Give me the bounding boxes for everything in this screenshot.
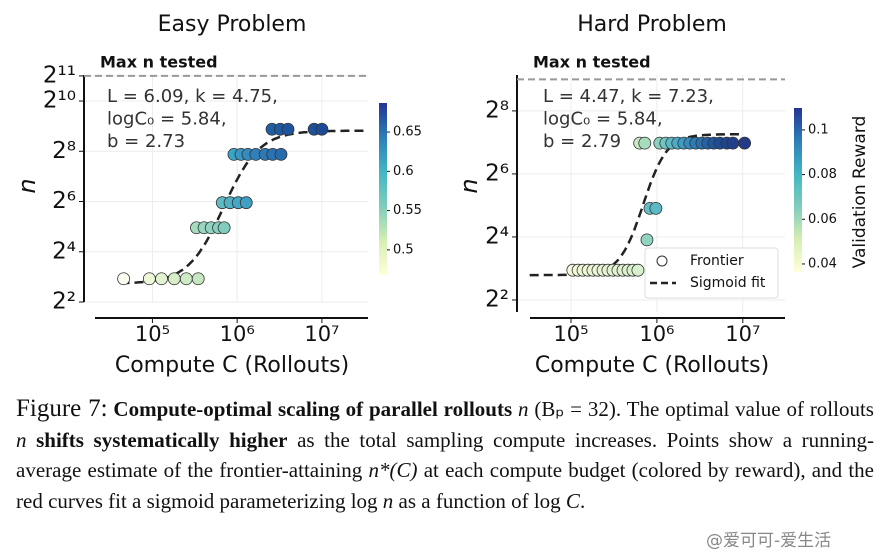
y-tick-label: 2² xyxy=(485,286,509,312)
colorbar-tick-label: 0.6 xyxy=(393,164,414,179)
caption-segment: n*(C) xyxy=(368,458,418,482)
legend-label: Frontier xyxy=(690,253,744,269)
x-axis-label: Compute C (Rollouts) xyxy=(115,353,349,378)
caption-segment: n xyxy=(517,397,529,421)
x-axis-label: Compute C (Rollouts) xyxy=(535,353,769,378)
point xyxy=(239,196,253,210)
point xyxy=(738,136,752,150)
caption-segment: . The optimal value of rollouts xyxy=(615,397,874,421)
watermark: @爱可可-爱生活 xyxy=(706,531,832,551)
legend-label: Sigmoid fit xyxy=(690,275,766,291)
point xyxy=(179,272,193,286)
caption-segment: shifts systematically higher xyxy=(26,427,288,452)
y-tick-label: 2¹⁰ xyxy=(43,88,76,114)
fit-annotation: L = 4.47, k = 7.23, xyxy=(543,86,714,107)
legend-marker xyxy=(656,255,668,267)
y-tick-label: 2⁸ xyxy=(52,138,76,164)
colorbar-tick-label: 0.04 xyxy=(808,256,837,271)
x-tick-label: 10⁶ xyxy=(220,322,255,346)
caption-segment: (Bₚ = 32) xyxy=(528,397,616,421)
fit-annotation: logC₀ = 5.84, xyxy=(543,109,663,130)
colorbar-tick-label: 0.55 xyxy=(393,203,422,218)
point xyxy=(315,122,329,136)
y-tick-label: 2⁴ xyxy=(52,238,76,264)
colorbar-tick-label: 0.5 xyxy=(393,242,414,257)
x-tick-label: 10⁷ xyxy=(304,322,339,346)
colorbar-tick-label: 0.06 xyxy=(808,212,837,227)
x-tick-label: 10⁶ xyxy=(639,322,674,346)
point xyxy=(191,272,205,286)
max-n-label: Max n tested xyxy=(533,53,651,72)
colorbar xyxy=(379,103,387,275)
colorbar-tick-label: 0.1 xyxy=(808,122,829,137)
x-tick-label: 10⁷ xyxy=(725,322,760,346)
chart-title: Easy Problem xyxy=(158,12,307,37)
max-n-label: Max n tested xyxy=(100,53,218,72)
caption-segment: at each compute budget (colored by rewar… xyxy=(16,458,874,513)
y-tick-label: 2⁴ xyxy=(485,223,509,249)
caption-segment: Compute-optimal scaling of parallel roll… xyxy=(107,397,518,421)
y-tick-label: 2⁶ xyxy=(485,160,509,186)
point xyxy=(142,272,156,286)
y-axis-label: n xyxy=(455,178,483,193)
point xyxy=(155,272,168,286)
y-axis-label: n xyxy=(13,178,41,193)
point xyxy=(281,122,295,136)
y-tick-label: 2⁸ xyxy=(485,97,509,123)
fit-annotation: logC₀ = 5.84, xyxy=(107,109,227,130)
y-tick-label: 2⁶ xyxy=(52,188,76,214)
caption-segment: C xyxy=(565,488,580,513)
caption-segment: Figure 7: xyxy=(16,395,108,422)
fit-annotation: b = 2.79 xyxy=(543,131,621,152)
point xyxy=(167,272,181,286)
fit-annotation: b = 2.73 xyxy=(107,131,185,152)
caption-segment: as the total sampling compute increases.… xyxy=(16,427,874,483)
caption-segment: n xyxy=(16,427,27,452)
colorbar xyxy=(794,108,802,272)
chart-title: Hard Problem xyxy=(577,12,727,37)
point xyxy=(274,147,288,161)
charts: Easy Problem Compute C (Rollouts) n 10⁵ 10⁶ 1… xyxy=(13,12,870,378)
y-tick-label: 2² xyxy=(52,289,76,315)
point xyxy=(649,201,663,215)
fit-annotation: L = 6.09, k = 4.75, xyxy=(107,86,278,107)
point xyxy=(117,272,131,286)
x-tick-label: 10⁵ xyxy=(135,322,170,346)
sigmoid-fit xyxy=(529,133,743,277)
caption-segment: as a function of log xyxy=(393,488,566,513)
x-tick-label: 10⁵ xyxy=(553,322,588,346)
colorbar-tick-label: 0.65 xyxy=(393,125,422,140)
colorbar-tick-label: 0.08 xyxy=(808,167,837,182)
point xyxy=(217,221,231,235)
legend-box xyxy=(644,247,779,299)
caption-segment: . xyxy=(579,488,586,513)
point xyxy=(640,233,654,247)
caption-segment: n xyxy=(382,488,394,513)
point xyxy=(638,136,652,150)
y-tick-label: 2¹¹ xyxy=(43,62,76,88)
colorbar-label: Validation Reward xyxy=(850,116,870,269)
point xyxy=(631,263,645,277)
point xyxy=(726,136,740,150)
caption: Figure 7: Compute-optimal scaling of par… xyxy=(16,394,874,516)
